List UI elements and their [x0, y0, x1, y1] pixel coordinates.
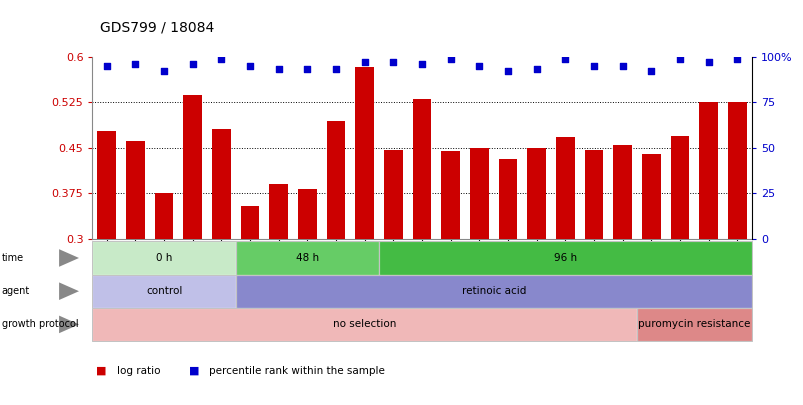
Text: ■: ■: [189, 366, 199, 375]
Point: [472, 62, 485, 69]
Text: 48 h: 48 h: [296, 253, 319, 263]
Text: puromycin resistance: puromycin resistance: [638, 320, 750, 329]
Text: no selection: no selection: [332, 320, 396, 329]
Point: [186, 61, 199, 67]
Bar: [212, 129, 230, 239]
Bar: [728, 102, 746, 239]
Text: agent: agent: [2, 286, 30, 296]
Point: [730, 55, 743, 62]
Point: [100, 62, 113, 69]
Text: 96 h: 96 h: [553, 253, 577, 263]
Bar: [183, 95, 202, 239]
Text: growth protocol: growth protocol: [2, 320, 78, 329]
Bar: [527, 148, 545, 239]
Point: [558, 55, 571, 62]
Bar: [298, 189, 316, 239]
Bar: [241, 206, 259, 239]
Bar: [269, 184, 287, 239]
Text: ■: ■: [96, 366, 107, 375]
Text: GDS799 / 18084: GDS799 / 18084: [100, 20, 214, 34]
Polygon shape: [59, 282, 79, 300]
Point: [644, 68, 657, 75]
Bar: [97, 131, 116, 239]
Text: retinoic acid: retinoic acid: [461, 286, 525, 296]
Bar: [412, 99, 431, 239]
Point: [702, 59, 715, 66]
Bar: [155, 194, 173, 239]
Bar: [126, 141, 145, 239]
Bar: [670, 136, 688, 239]
Bar: [613, 145, 631, 239]
Polygon shape: [59, 249, 79, 267]
Bar: [355, 67, 373, 239]
Point: [272, 66, 285, 73]
Text: control: control: [146, 286, 182, 296]
Point: [358, 59, 371, 66]
Bar: [584, 149, 602, 239]
Text: percentile rank within the sample: percentile rank within the sample: [209, 366, 385, 375]
Text: time: time: [2, 253, 24, 263]
Point: [128, 61, 141, 67]
Bar: [699, 102, 717, 239]
Point: [300, 66, 313, 73]
Text: 0 h: 0 h: [156, 253, 172, 263]
Bar: [326, 121, 345, 239]
Point: [243, 62, 256, 69]
Point: [386, 59, 399, 66]
Point: [673, 55, 686, 62]
Text: log ratio: log ratio: [116, 366, 160, 375]
Point: [501, 68, 514, 75]
Point: [157, 68, 170, 75]
Bar: [642, 154, 660, 239]
Point: [329, 66, 342, 73]
Bar: [498, 159, 517, 239]
Bar: [470, 148, 488, 239]
Bar: [556, 137, 574, 239]
Point: [530, 66, 543, 73]
Point: [587, 62, 600, 69]
Point: [214, 55, 227, 62]
Point: [444, 55, 457, 62]
Polygon shape: [59, 315, 79, 333]
Point: [616, 62, 629, 69]
Bar: [441, 151, 459, 239]
Point: [415, 61, 428, 67]
Bar: [384, 149, 402, 239]
